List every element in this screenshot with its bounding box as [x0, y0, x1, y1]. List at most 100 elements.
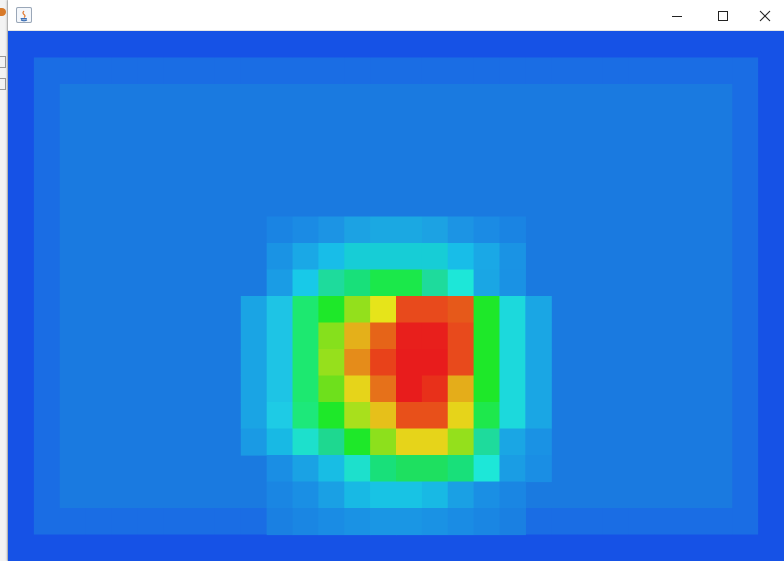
heatmap-cell	[344, 534, 371, 561]
heatmap-cell	[137, 269, 164, 297]
heatmap-cell	[525, 481, 552, 509]
heatmap-cell	[111, 110, 138, 138]
heatmap-cell	[240, 508, 268, 536]
heatmap-cell	[551, 508, 578, 536]
heatmap-cell	[473, 481, 501, 509]
heatmap-cell	[499, 31, 526, 59]
minimize-button[interactable]	[654, 0, 700, 31]
heatmap-cell	[577, 322, 604, 350]
heatmap-cell	[111, 243, 138, 271]
heatmap-cell	[680, 428, 707, 456]
heatmap-cell	[551, 428, 578, 456]
heatmap-cell	[473, 428, 501, 456]
heatmap-cell	[137, 402, 164, 430]
heatmap-cell	[577, 349, 604, 377]
heatmap-cell	[240, 137, 268, 165]
heatmap-cell	[137, 322, 164, 350]
heatmap-cell	[628, 428, 656, 456]
heatmap-cell	[8, 84, 35, 112]
heatmap-cell	[577, 243, 604, 271]
heatmap-cell	[163, 428, 190, 456]
heatmap-cell	[628, 163, 656, 191]
heatmap-cell	[214, 137, 242, 165]
heatmap-cell	[85, 322, 113, 350]
heatmap-cell	[214, 534, 242, 561]
maximize-button[interactable]	[700, 0, 746, 31]
close-button[interactable]	[746, 0, 784, 31]
heatmap-cell	[214, 428, 242, 456]
heatmap-cell	[318, 216, 345, 244]
heatmap-cell	[318, 190, 345, 218]
heatmap-cell	[551, 349, 578, 377]
heatmap-cell	[654, 349, 682, 377]
heatmap-cell	[421, 243, 449, 271]
heatmap-cell	[732, 269, 759, 297]
heatmap-cell	[240, 84, 268, 112]
heatmap-cell	[85, 481, 113, 509]
heatmap-cell	[602, 110, 630, 138]
heatmap-cell	[214, 296, 242, 324]
heatmap-cell	[758, 322, 784, 350]
heatmap-cell	[680, 481, 707, 509]
heatmap-cell	[163, 508, 190, 536]
heatmap-cell	[421, 455, 449, 483]
heatmap-cell	[8, 57, 35, 85]
heatmap-cell	[577, 402, 604, 430]
heatmap-cell	[292, 428, 319, 456]
heatmap-cell	[8, 455, 35, 483]
heatmap-cell	[85, 57, 113, 85]
heatmap-cell	[163, 534, 190, 561]
heatmap-cell	[447, 349, 475, 377]
heatmap-cell	[318, 110, 345, 138]
heatmap-cell	[370, 84, 397, 112]
heatmap-cell	[680, 110, 707, 138]
heatmap-cell	[421, 190, 449, 218]
heatmap-cell	[577, 110, 604, 138]
heatmap-cell	[33, 269, 61, 297]
heatmap-cell	[706, 322, 733, 350]
heatmap-cell	[59, 375, 87, 403]
heatmap-cell	[551, 31, 578, 59]
heatmap-cell	[59, 455, 87, 483]
heatmap-cell	[370, 110, 397, 138]
heatmap-cell	[266, 57, 294, 85]
heatmap-cell	[137, 428, 164, 456]
heatmap-cell	[447, 481, 475, 509]
heatmap-cell	[163, 190, 190, 218]
heatmap-cell	[525, 31, 552, 59]
heatmap-cell	[111, 375, 138, 403]
heatmap-cell	[137, 57, 164, 85]
heatmap-cell	[654, 402, 682, 430]
heatmap-cell	[602, 57, 630, 85]
heatmap-cell	[577, 481, 604, 509]
heatmap-cell	[370, 375, 397, 403]
heatmap-cell	[473, 243, 501, 271]
heatmap-cell	[85, 455, 113, 483]
heatmap-cell	[318, 375, 345, 403]
heatmap-cell	[266, 402, 294, 430]
heatmap-cell	[447, 163, 475, 191]
heatmap-cell	[344, 190, 371, 218]
heatmap-cell	[111, 57, 138, 85]
heatmap-cell	[85, 296, 113, 324]
heatmap-cell	[85, 216, 113, 244]
heatmap-cell	[654, 428, 682, 456]
heatmap-cell	[551, 137, 578, 165]
heatmap-cell	[370, 534, 397, 561]
heatmap-cell	[654, 57, 682, 85]
heatmap-cell	[240, 534, 268, 561]
heatmap-cell	[396, 31, 423, 59]
heatmap-cell	[370, 31, 397, 59]
heatmap-cell	[654, 322, 682, 350]
heatmap-cell	[59, 349, 87, 377]
heatmap-panel[interactable]	[8, 31, 784, 561]
heatmap-cell	[189, 534, 216, 561]
heatmap-cell	[602, 349, 630, 377]
heatmap-cell	[344, 322, 371, 350]
heatmap-cell	[421, 375, 449, 403]
heatmap-cell	[344, 402, 371, 430]
heatmap-cell	[266, 137, 294, 165]
heatmap-cell	[318, 296, 345, 324]
title-bar[interactable]	[8, 0, 784, 31]
heatmap-cell	[525, 57, 552, 85]
